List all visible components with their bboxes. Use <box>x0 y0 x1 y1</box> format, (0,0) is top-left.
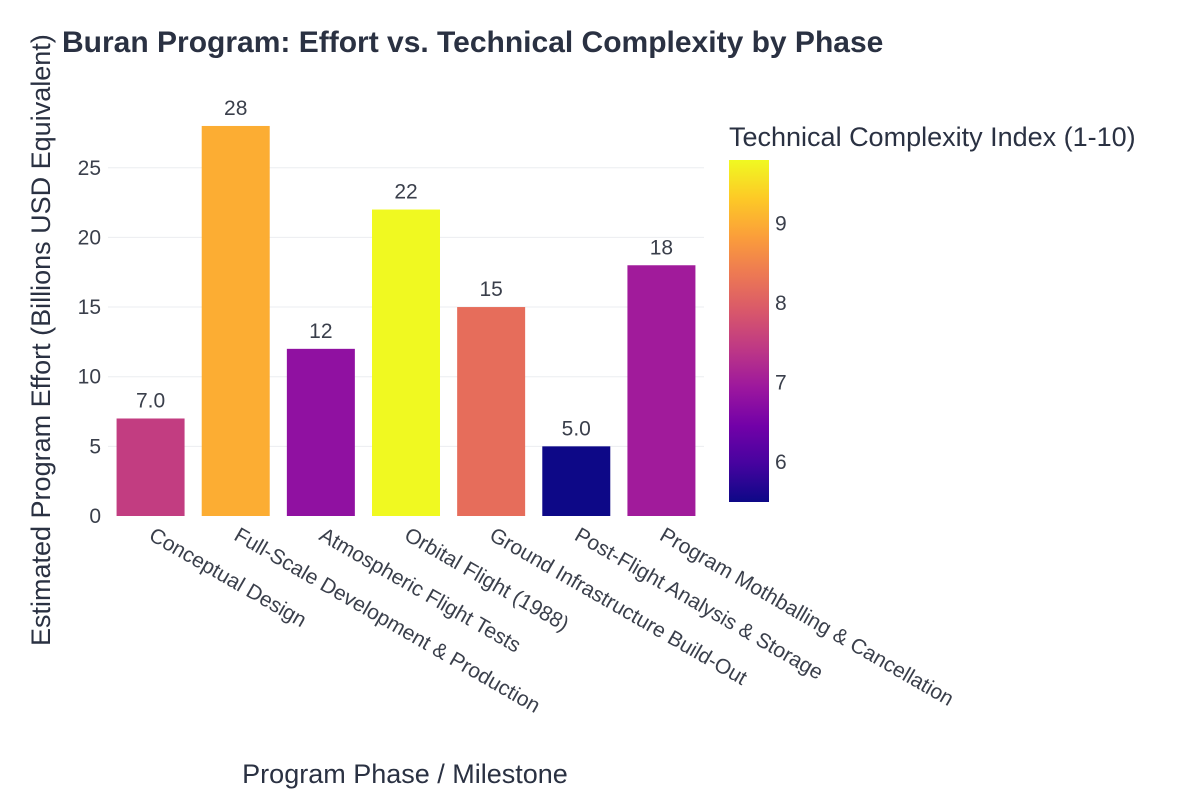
colorbar-gradient <box>729 160 769 502</box>
bar <box>286 348 355 516</box>
y-axis-title: Estimated Program Effort (Billions USD E… <box>26 34 56 646</box>
bar <box>201 125 270 517</box>
y-tick-label: 20 <box>78 226 101 249</box>
y-tick-label: 0 <box>89 505 101 528</box>
bar-value-label: 5.0 <box>562 417 591 440</box>
colorbar-title: Technical Complexity Index (1-10) <box>729 122 1136 152</box>
bar <box>116 418 185 516</box>
y-tick-label: 5 <box>89 435 101 458</box>
y-tick-label: 10 <box>78 366 101 389</box>
y-tick-label: 25 <box>78 157 101 180</box>
bar-value-label: 22 <box>394 181 417 204</box>
y-tick-label: 15 <box>78 296 101 319</box>
chart-title: Buran Program: Effort vs. Technical Comp… <box>62 26 883 59</box>
colorbar: Technical Complexity Index (1-10) 6 7 8 9 <box>729 122 1136 502</box>
x-axis-title: Program Phase / Milestone <box>242 759 568 789</box>
bar-value-label: 28 <box>224 97 247 120</box>
colorbar-tick-label: 8 <box>775 292 787 315</box>
bar-value-label: 15 <box>479 278 502 301</box>
bar <box>372 209 440 517</box>
bar <box>627 265 696 516</box>
bar-value-label: 18 <box>650 236 673 259</box>
x-tick-label: Conceptual Design <box>145 523 310 632</box>
bar <box>457 307 526 516</box>
bar-value-label: 7.0 <box>136 389 165 412</box>
colorbar-tick-label: 9 <box>775 213 787 236</box>
colorbar-tick-label: 7 <box>775 372 787 395</box>
colorbar-ticks: 6 7 8 9 <box>775 213 787 475</box>
colorbar-tick-label: 6 <box>775 451 787 474</box>
bar <box>542 446 611 516</box>
bars <box>116 125 696 517</box>
y-axis-ticks: 0 5 10 15 20 25 <box>78 157 101 528</box>
bar-value-labels: 7.0 28 12 22 15 5.0 18 <box>136 97 673 440</box>
bar-value-label: 12 <box>309 320 332 343</box>
